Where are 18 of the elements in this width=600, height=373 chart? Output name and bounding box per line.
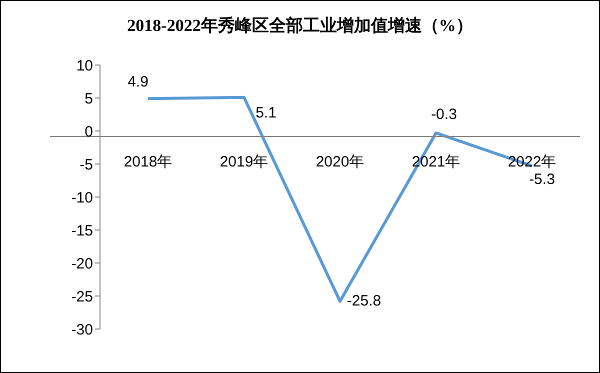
y-tick-label: 5 [84,90,93,108]
y-tick-label: -25 [71,288,93,306]
data-label: 5.1 [256,104,276,122]
y-tick-label: 0 [84,123,93,140]
data-label: 4.9 [128,74,148,91]
chart-title: 2018-2022年秀峰区全部工业增加值增速（%） [126,15,474,37]
y-tick-label: 10 [76,57,93,74]
x-tick-label: 2019年 [220,154,268,170]
data-label: -0.3 [431,106,457,123]
y-tick-label: -5 [80,156,93,174]
data-label: -25.8 [346,292,382,310]
y-tick-label: -10 [71,189,93,206]
x-tick-label: 2020年 [316,154,364,170]
y-tick-label: -30 [71,321,93,338]
data-label: -5.3 [529,170,555,188]
y-tick-label: -20 [71,255,93,272]
x-tick-label: 2018年 [124,154,172,170]
y-tick-label: -15 [71,222,93,240]
